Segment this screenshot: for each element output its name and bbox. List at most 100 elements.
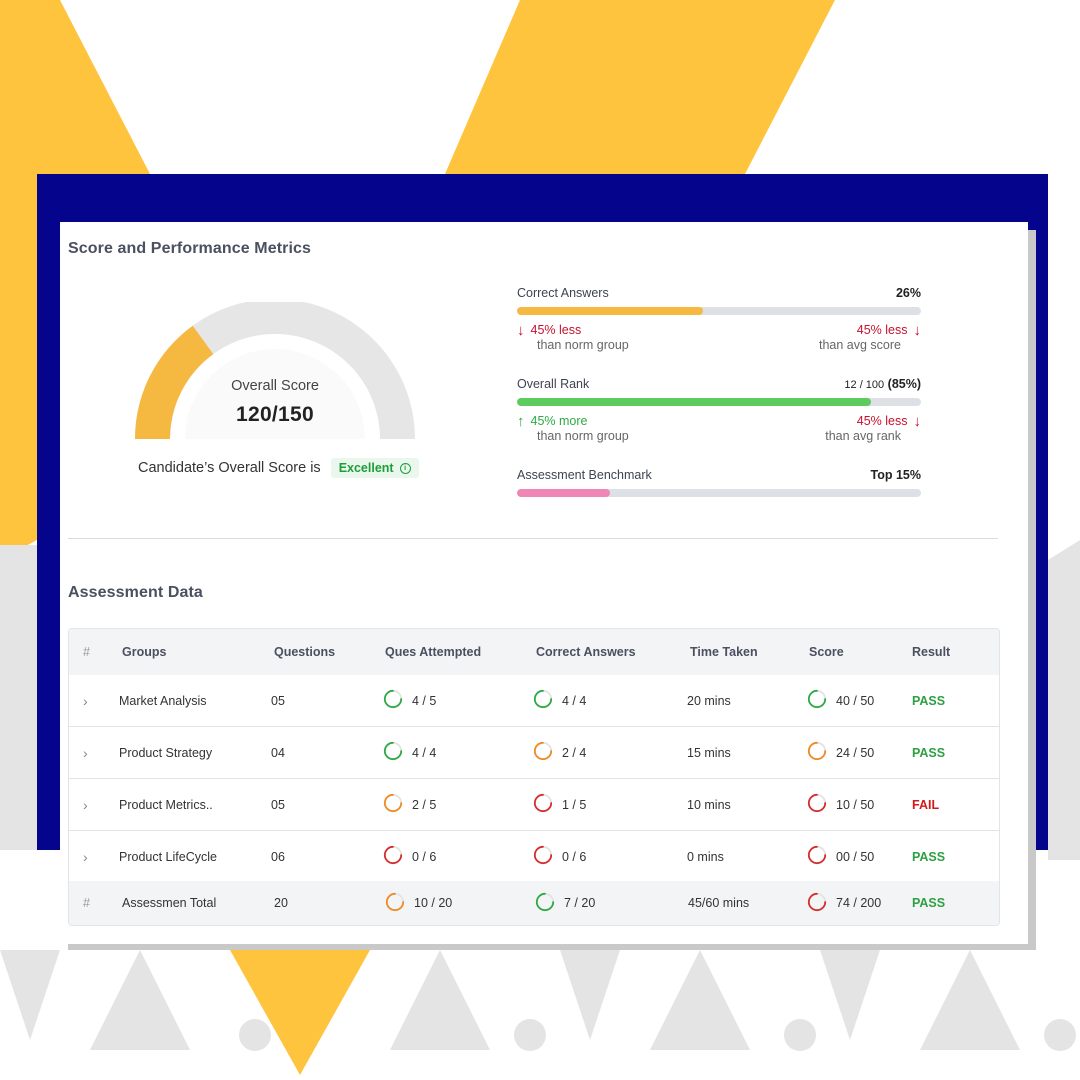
avg-comparison: 45% less ↓ than avg rank <box>825 414 921 444</box>
total-time: 45/60 mins <box>688 896 750 910</box>
metric-label: Correct Answers <box>517 286 609 300</box>
comparison-sub: than avg rank <box>825 429 901 443</box>
gauge-arc <box>135 299 415 439</box>
expand-chevron-icon[interactable]: › <box>83 848 88 865</box>
total-correct-value: 7 / 20 <box>564 896 596 910</box>
progress-ring-icon <box>385 892 405 915</box>
result-badge: PASS <box>912 693 946 708</box>
score-value: 24 / 50 <box>836 745 875 760</box>
progress-fill <box>517 398 871 406</box>
progress-ring-icon <box>383 793 403 816</box>
header-time-taken[interactable]: Time Taken <box>690 645 758 659</box>
badge-label: Excellent <box>338 461 394 475</box>
header-ques-attempted[interactable]: Ques Attempted <box>385 645 482 659</box>
result-badge: FAIL <box>912 797 940 812</box>
correct-cell: 2 / 4 <box>533 727 586 778</box>
overall-score-gauge: Overall Score 120/150 <box>130 299 420 447</box>
excellent-badge: Excellent i <box>330 458 419 478</box>
gauge-title: Overall Score <box>231 378 319 394</box>
score-cell: 24 / 50 <box>807 727 874 778</box>
rank-value: 12 / 100 <box>844 379 885 391</box>
norm-comparison: ↑ 45% more than norm group <box>517 414 629 444</box>
group-name: Product LifeCycle <box>119 849 217 864</box>
avg-comparison: 45% less ↓ than avg score <box>819 323 921 353</box>
attempted-cell: 2 / 5 <box>383 779 436 830</box>
group-name: Product Metrics.. <box>119 797 213 812</box>
score-value: 10 / 50 <box>836 797 875 812</box>
overall-score-text: Candidate’s Overall Score is <box>138 460 321 476</box>
comparison-sub: than norm group <box>537 429 629 443</box>
metric-assessment-benchmark: Assessment Benchmark Top 15% <box>517 468 921 497</box>
overall-score-line: Candidate’s Overall Score is Excellent i <box>138 458 419 478</box>
attempted-cell: 0 / 6 <box>383 831 436 882</box>
result-badge: PASS <box>912 849 946 864</box>
total-attempted-value: 10 / 20 <box>414 896 453 910</box>
down-arrow-icon: ↓ <box>517 321 525 339</box>
questions-count: 05 <box>271 693 285 708</box>
group-name: Product Strategy <box>119 745 213 760</box>
header-questions[interactable]: Questions <box>274 645 336 659</box>
attempted-value: 2 / 5 <box>412 797 437 812</box>
table-row[interactable]: › Product LifeCycle 06 0 / 6 0 / 6 0 mins 00 /… <box>69 831 999 883</box>
time-taken: 20 mins <box>687 693 731 708</box>
norm-comparison: ↓ 45% less than norm group <box>517 323 629 353</box>
time-taken: 10 mins <box>687 797 731 812</box>
header-hash: # <box>83 645 90 659</box>
comparison-sub: than avg score <box>819 338 901 352</box>
header-groups[interactable]: Groups <box>122 645 167 659</box>
total-score-value: 74 / 200 <box>836 896 882 910</box>
progress-bar <box>517 398 921 406</box>
section-divider <box>68 538 998 539</box>
comparison-pct: 45% less <box>856 414 908 428</box>
gauge-value: 120/150 <box>235 403 314 426</box>
table-row[interactable]: › Product Strategy 04 4 / 4 2 / 4 15 mins 24 /… <box>69 727 999 779</box>
progress-ring-icon <box>533 741 553 764</box>
progress-ring-icon <box>807 892 827 915</box>
header-correct-answers[interactable]: Correct Answers <box>536 645 636 659</box>
score-cell: 00 / 50 <box>807 831 874 882</box>
header-result[interactable]: Result <box>912 645 951 659</box>
progress-bar <box>517 489 921 497</box>
progress-ring-icon <box>807 845 827 868</box>
progress-ring-icon <box>383 741 403 764</box>
expand-chevron-icon[interactable]: › <box>83 796 88 813</box>
total-score: 74 / 200 <box>807 881 881 925</box>
table-row[interactable]: › Market Analysis 05 4 / 5 4 / 4 20 mins 40 / … <box>69 675 999 727</box>
total-result: PASS <box>912 896 946 910</box>
progress-ring-icon <box>383 845 403 868</box>
comparison-sub: than norm group <box>537 338 629 352</box>
expand-chevron-icon[interactable]: › <box>83 744 88 761</box>
progress-ring-icon <box>383 689 403 712</box>
info-icon[interactable]: i <box>399 462 411 474</box>
questions-count: 04 <box>271 745 285 760</box>
total-questions: 20 <box>274 896 288 910</box>
comparison-pct: 45% less <box>530 323 582 337</box>
down-arrow-icon: ↓ <box>913 321 922 339</box>
table-total-row: # Assessmen Total 20 10 / 20 7 / 20 45/6… <box>69 881 999 925</box>
header-score[interactable]: Score <box>809 645 844 659</box>
gray-av-pattern <box>0 540 1080 1051</box>
questions-count: 05 <box>271 797 285 812</box>
metric-value: 26% <box>895 286 921 300</box>
progress-ring-icon <box>533 793 553 816</box>
progress-ring-icon <box>807 741 827 764</box>
questions-count: 06 <box>271 849 285 864</box>
down-arrow-icon: ↓ <box>913 412 922 430</box>
score-cell: 10 / 50 <box>807 779 874 830</box>
table-row[interactable]: › Product Metrics.. 05 2 / 5 1 / 5 10 mins 10 … <box>69 779 999 831</box>
time-taken: 15 mins <box>687 745 731 760</box>
result-badge: PASS <box>912 745 946 760</box>
progress-bar <box>517 307 921 315</box>
progress-ring-icon <box>533 845 553 868</box>
expand-chevron-icon[interactable]: › <box>83 692 88 709</box>
progress-ring-icon <box>535 892 555 915</box>
correct-value: 0 / 6 <box>562 849 587 864</box>
comparison-pct: 45% less <box>856 323 908 337</box>
attempted-cell: 4 / 5 <box>383 675 436 726</box>
gauge-track <box>135 299 415 439</box>
table-header-row: # Groups Questions Ques Attempted Correc… <box>69 629 999 675</box>
score-value: 00 / 50 <box>836 849 875 864</box>
metrics-section-title: Score and Performance Metrics <box>68 240 311 257</box>
time-taken: 0 mins <box>687 849 724 864</box>
correct-value: 4 / 4 <box>562 693 587 708</box>
